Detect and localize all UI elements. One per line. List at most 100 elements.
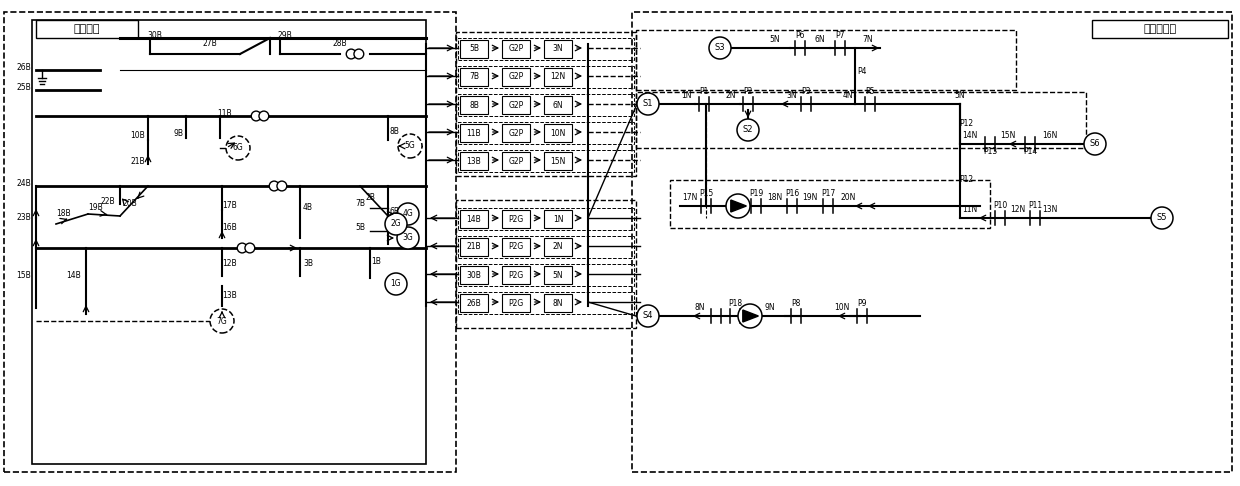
Text: 1B: 1B xyxy=(371,257,381,265)
Bar xyxy=(460,266,489,284)
Circle shape xyxy=(252,111,262,121)
Bar xyxy=(456,200,636,328)
Text: 11N: 11N xyxy=(962,206,977,214)
Text: 3G: 3G xyxy=(403,233,413,243)
Text: 5B: 5B xyxy=(355,224,365,232)
Text: P17: P17 xyxy=(821,190,835,198)
Text: P10: P10 xyxy=(993,202,1007,210)
Text: G2P: G2P xyxy=(508,45,523,53)
Text: 2N: 2N xyxy=(553,243,563,251)
Text: 30B: 30B xyxy=(466,271,481,279)
Circle shape xyxy=(384,273,407,295)
Bar xyxy=(544,68,572,86)
Bar xyxy=(544,96,572,114)
Text: 11B: 11B xyxy=(218,109,232,119)
Text: 20B: 20B xyxy=(123,199,138,208)
Text: P13: P13 xyxy=(983,147,997,156)
Text: 电力系统: 电力系统 xyxy=(73,24,100,34)
Text: 7B: 7B xyxy=(355,199,365,208)
Text: 2N: 2N xyxy=(725,91,737,101)
Text: 5N: 5N xyxy=(955,91,965,101)
Bar xyxy=(458,236,634,258)
Bar xyxy=(632,12,1233,472)
Bar xyxy=(460,124,489,142)
Bar xyxy=(636,30,1016,90)
Text: P6: P6 xyxy=(795,32,805,40)
Text: P2G: P2G xyxy=(508,243,523,251)
Text: P16: P16 xyxy=(785,190,799,198)
Circle shape xyxy=(397,227,419,249)
Bar xyxy=(636,92,1086,148)
Text: 14B: 14B xyxy=(67,272,82,280)
Text: P3: P3 xyxy=(801,87,811,97)
Text: 8B: 8B xyxy=(469,101,479,109)
Text: 6N: 6N xyxy=(815,35,826,45)
Bar xyxy=(458,38,634,60)
Text: 17B: 17B xyxy=(223,202,237,210)
Text: 3B: 3B xyxy=(303,260,312,268)
Text: 10B: 10B xyxy=(130,132,145,140)
Text: S3: S3 xyxy=(714,44,725,52)
Circle shape xyxy=(246,243,254,253)
Text: S4: S4 xyxy=(642,312,653,320)
Circle shape xyxy=(637,93,658,115)
Bar xyxy=(544,210,572,228)
Text: 12B: 12B xyxy=(223,260,237,268)
Text: 30B: 30B xyxy=(148,32,162,40)
Text: 13B: 13B xyxy=(223,292,237,300)
Bar xyxy=(670,180,990,228)
Circle shape xyxy=(1151,207,1173,229)
Text: G2P: G2P xyxy=(508,101,523,109)
Text: 5N: 5N xyxy=(553,271,563,279)
Bar xyxy=(460,40,489,58)
Bar xyxy=(456,32,636,176)
Bar xyxy=(544,152,572,170)
Circle shape xyxy=(259,111,269,121)
Text: P14: P14 xyxy=(1023,147,1037,156)
Text: 19N: 19N xyxy=(802,193,817,203)
Circle shape xyxy=(738,304,763,328)
Bar xyxy=(502,294,529,312)
Circle shape xyxy=(397,203,419,225)
Bar xyxy=(36,20,138,38)
Bar xyxy=(4,12,456,472)
Text: 9N: 9N xyxy=(765,303,775,312)
Text: 1N: 1N xyxy=(681,91,691,101)
Text: 4B: 4B xyxy=(303,204,312,212)
Text: 17N: 17N xyxy=(682,193,698,203)
Text: 10N: 10N xyxy=(835,303,849,312)
Text: S5: S5 xyxy=(1157,213,1167,223)
Text: 8N: 8N xyxy=(553,298,563,308)
Bar xyxy=(502,68,529,86)
Text: 18B: 18B xyxy=(57,209,72,219)
Bar xyxy=(460,96,489,114)
Text: P12: P12 xyxy=(959,120,973,128)
Text: 5B: 5B xyxy=(469,45,479,53)
Text: G2P: G2P xyxy=(508,128,523,138)
Text: 4G: 4G xyxy=(403,209,413,219)
Text: P19: P19 xyxy=(749,190,763,198)
Bar xyxy=(32,20,427,464)
Text: 4N: 4N xyxy=(843,91,853,101)
Text: G2P: G2P xyxy=(508,72,523,82)
Text: 24B: 24B xyxy=(16,179,31,189)
Text: P9: P9 xyxy=(857,299,867,309)
Text: 10N: 10N xyxy=(551,128,565,138)
Text: 27B: 27B xyxy=(202,39,217,49)
Circle shape xyxy=(709,37,732,59)
Bar xyxy=(458,122,634,144)
Bar xyxy=(502,96,529,114)
Bar xyxy=(544,124,572,142)
Text: 天然气系统: 天然气系统 xyxy=(1143,24,1177,34)
Bar xyxy=(458,66,634,88)
Text: C2: C2 xyxy=(733,203,743,209)
Text: 8B: 8B xyxy=(389,127,399,137)
Text: 22B: 22B xyxy=(100,197,115,207)
Text: 5G: 5G xyxy=(404,141,415,151)
Text: 21B: 21B xyxy=(466,243,481,251)
Text: 3N: 3N xyxy=(553,45,563,53)
Text: P4: P4 xyxy=(857,68,867,76)
Bar xyxy=(502,124,529,142)
Text: 16N: 16N xyxy=(1043,132,1058,140)
Text: P2G: P2G xyxy=(508,298,523,308)
